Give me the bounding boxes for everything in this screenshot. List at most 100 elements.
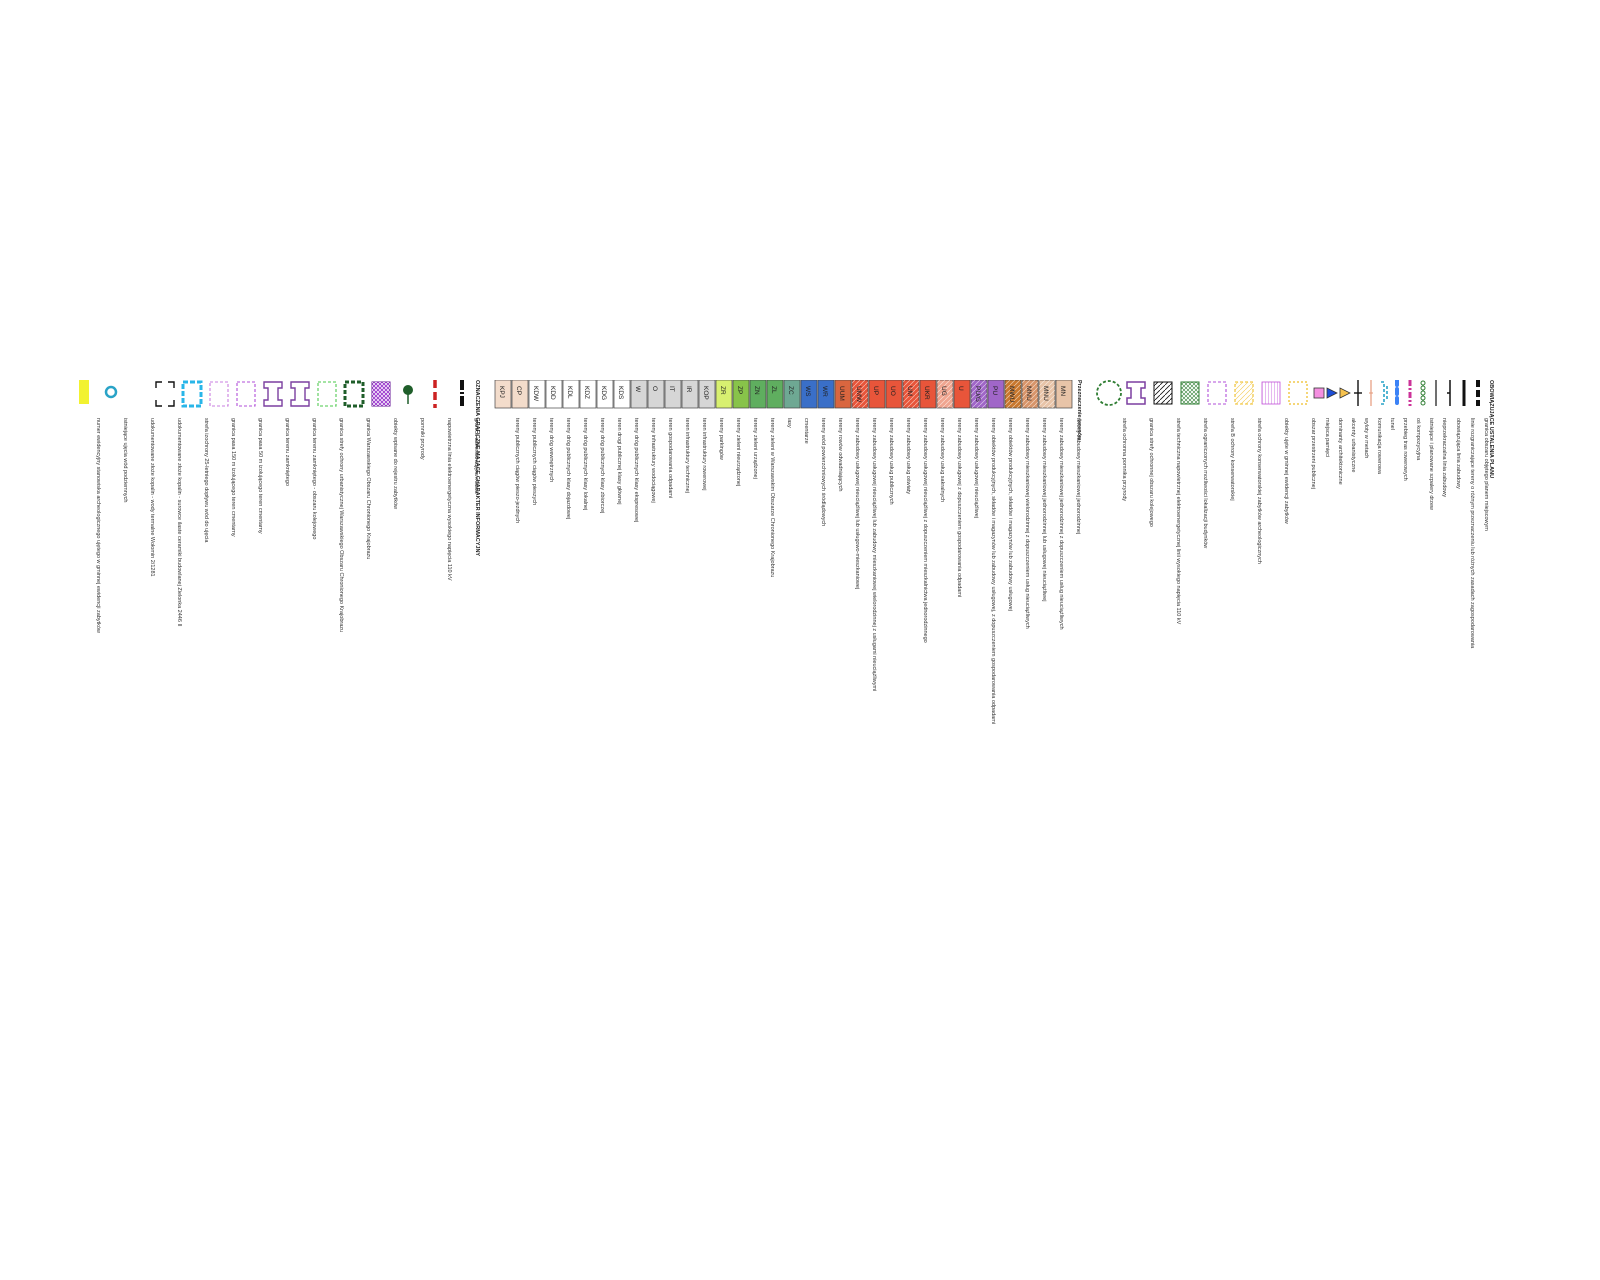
land-use-label: tereny zabudowy usługowej nieuciążliwej … bbox=[922, 418, 928, 643]
land-use-item: MWU bbox=[1004, 380, 1022, 409]
land-use-item: UUM bbox=[834, 380, 852, 409]
legend-line-item bbox=[1326, 387, 1338, 399]
land-use-swatch bbox=[800, 380, 818, 409]
land-use-code: KDS bbox=[617, 386, 624, 400]
land-use-code: O bbox=[651, 386, 658, 391]
land-use-item: O bbox=[647, 380, 665, 409]
land-use-swatch bbox=[732, 380, 750, 409]
land-use-code: ZR bbox=[719, 386, 726, 395]
legend-line-label: akcenty urbanistyczne bbox=[1350, 418, 1356, 472]
land-use-swatch bbox=[630, 380, 648, 409]
info-legend-item bbox=[79, 380, 89, 404]
info-legend-item bbox=[236, 381, 256, 407]
land-use-item: PU/G bbox=[970, 380, 988, 409]
plan-legend: OBOWIĄZUJĄCE USTALENIA PLANU granica obsz… bbox=[50, 380, 1550, 800]
legend-zone-item bbox=[1153, 381, 1173, 405]
land-use-item: KDZ bbox=[579, 380, 597, 409]
info-legend-item bbox=[104, 385, 118, 399]
info-legend-label: napowietrzna linia elektroenergetyczna w… bbox=[446, 418, 452, 581]
legend-header-ustalenia: OBOWIĄZUJĄCE USTALENIA PLANU bbox=[1488, 380, 1494, 478]
land-use-swatch bbox=[528, 380, 546, 409]
info-legend-item bbox=[343, 380, 365, 408]
info-legend-label: granica pasa 150 m izolującego teren cme… bbox=[230, 418, 236, 537]
land-use-swatch bbox=[681, 380, 699, 409]
land-use-label: teren gospodarowania odpadami bbox=[667, 418, 673, 498]
land-use-code: UMW bbox=[855, 386, 862, 403]
land-use-code: UO bbox=[889, 386, 896, 396]
land-use-swatch bbox=[562, 380, 580, 409]
land-use-code: KDG bbox=[600, 386, 607, 400]
land-use-label: tereny wód powierzchniowych śródlądowych bbox=[820, 418, 826, 526]
land-use-label: tereny publicznych ciągów pieszych bbox=[531, 418, 537, 505]
land-use-item: U bbox=[953, 380, 971, 409]
info-legend-item bbox=[403, 385, 413, 404]
land-use-label: tereny dróg publicznych klasy zbiorczej bbox=[599, 418, 605, 513]
land-use-item: KDD bbox=[545, 380, 563, 409]
land-use-item: UO bbox=[885, 380, 903, 409]
land-use-label: tereny zabudowy mieszkaniowej jednorodzi… bbox=[1041, 418, 1047, 601]
info-legend-label: granica Warszawskiego Obszaru Chronioneg… bbox=[365, 418, 371, 559]
land-use-item: UG bbox=[936, 380, 954, 409]
info-legend-label: udokumentowane złoże kopalin - surowce i… bbox=[176, 418, 182, 627]
legend-line-label: oś kompozycyjna bbox=[1415, 418, 1421, 461]
land-use-code: U bbox=[957, 386, 964, 391]
land-use-code: ZL bbox=[770, 386, 777, 394]
info-legend-label: granica terenu zamkniętego bbox=[284, 418, 290, 486]
land-use-code: UUM bbox=[838, 386, 845, 401]
land-use-swatch bbox=[987, 380, 1005, 409]
land-use-code: MNU bbox=[1025, 386, 1032, 401]
land-use-code: ZC bbox=[787, 386, 794, 395]
info-legend-item bbox=[290, 381, 310, 407]
land-use-item: ZR bbox=[715, 380, 733, 409]
land-use-item: ZN bbox=[749, 380, 767, 409]
info-legend-label: udokumentowane złoże kopalin - wody term… bbox=[149, 418, 155, 577]
legend-line-item bbox=[1313, 387, 1325, 399]
land-use-swatch bbox=[698, 380, 716, 409]
info-legend-label: strefa izochrony 25-letniego dopływu wód… bbox=[203, 418, 209, 543]
legend-header-przeznaczenie: Przeznaczenie terenów bbox=[1076, 380, 1082, 441]
land-use-label: tereny zieleni w Warszawskim Obszarze Ch… bbox=[769, 418, 775, 577]
legend-line-item bbox=[1339, 387, 1351, 399]
legend-zone-item bbox=[1261, 381, 1281, 405]
legend-line-label: granica obszaru objętego planem miejscow… bbox=[1483, 418, 1489, 531]
land-use-code: WS bbox=[804, 386, 811, 397]
land-use-swatch bbox=[953, 380, 971, 409]
land-use-item: PU bbox=[987, 380, 1005, 409]
legend-line-label: dominanty architektoniczne bbox=[1337, 418, 1343, 485]
legend-zone-label: strefa ochronna pomnika przyrody bbox=[1121, 418, 1127, 501]
land-use-swatch bbox=[494, 380, 512, 409]
legend-zone-item bbox=[1096, 380, 1122, 406]
info-legend-label: pomniki przyrody bbox=[419, 418, 425, 460]
info-legend-label: granica administracyjna miasta bbox=[473, 418, 479, 494]
land-use-item: IR bbox=[681, 380, 699, 409]
legend-zone-label: granica strefy ochronnej obszaru kolejow… bbox=[1148, 418, 1154, 527]
land-use-code: CP bbox=[515, 386, 522, 395]
land-use-swatch bbox=[647, 380, 665, 409]
land-use-label: tereny dróg publicznych klasy ekspresowe… bbox=[633, 418, 639, 522]
land-use-item: MN bbox=[1055, 380, 1073, 409]
legend-line-item bbox=[1369, 380, 1373, 406]
land-use-code: UG bbox=[940, 386, 947, 396]
land-use-label: tereny dróg wewnętrznych bbox=[548, 418, 554, 482]
land-use-label: tereny infrastruktury wodociągowej bbox=[650, 418, 656, 503]
land-use-code: W bbox=[634, 386, 641, 393]
land-use-label: tereny zabudowy usług publicznych bbox=[888, 418, 894, 505]
land-use-label: tereny zabudowy usług sakralnych bbox=[939, 418, 945, 502]
legend-line-label: linie rozgraniczające tereny o różnym pr… bbox=[1469, 418, 1475, 649]
legend-zone-item bbox=[1126, 381, 1146, 405]
legend-zone-label: strefa B ochrony konserwatorskiej bbox=[1229, 418, 1235, 501]
legend-zone-item bbox=[1288, 381, 1308, 405]
land-use-item: KDW bbox=[528, 380, 546, 409]
land-use-swatch bbox=[766, 380, 784, 409]
legend-zone-label: strefa techniczna napowietrznej elektroe… bbox=[1175, 418, 1181, 625]
info-legend-item bbox=[181, 380, 203, 408]
legend-zone-label: strefa ochrony konserwatorskiej zabytków… bbox=[1256, 418, 1262, 564]
legend-line-label: tunel bbox=[1389, 418, 1395, 430]
info-legend-item bbox=[263, 381, 283, 407]
land-use-item: MNU bbox=[1021, 380, 1039, 409]
land-use-label: teren drogi publicznej klasy głównej bbox=[616, 418, 622, 505]
land-use-label: tereny dróg publicznych klasy dojazdowej bbox=[565, 418, 571, 519]
land-use-swatch bbox=[613, 380, 631, 409]
land-use-code: PU/G bbox=[974, 386, 981, 402]
legend-zone-label: strefa ograniczonych możliwości lokaliza… bbox=[1202, 418, 1208, 548]
